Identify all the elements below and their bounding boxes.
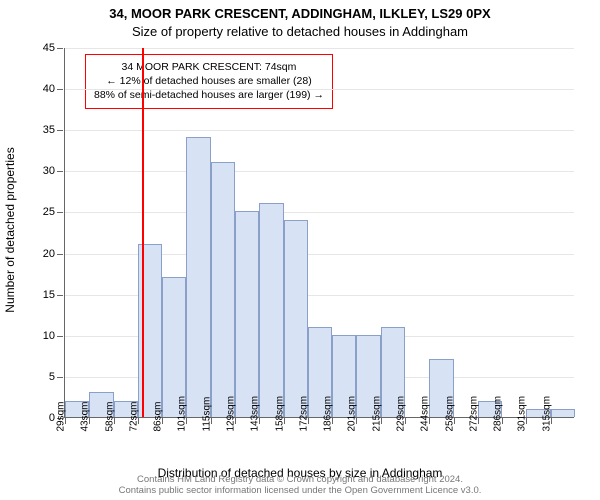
chart-title-address: 34, MOOR PARK CRESCENT, ADDINGHAM, ILKLE…	[0, 6, 600, 21]
y-tick	[57, 336, 63, 337]
y-tick-label: 25	[43, 206, 55, 218]
annotation-line-3: 88% of semi-detached houses are larger (…	[94, 88, 324, 102]
y-tick-label: 15	[43, 289, 55, 301]
y-tick	[57, 89, 63, 90]
y-tick	[57, 295, 63, 296]
y-tick-label: 35	[43, 124, 55, 136]
y-tick-label: 5	[49, 371, 55, 383]
plot-area: 34 MOOR PARK CRESCENT: 74sqm ← 12% of de…	[64, 48, 574, 418]
y-tick	[57, 377, 63, 378]
y-tick	[57, 171, 63, 172]
histogram-bar	[211, 162, 235, 417]
histogram-bar	[551, 409, 575, 417]
y-tick-label: 30	[43, 165, 55, 177]
annotation-line-2: ← 12% of detached houses are smaller (28…	[94, 74, 324, 88]
y-tick	[57, 254, 63, 255]
y-tick-label: 20	[43, 248, 55, 260]
chart-container: 34, MOOR PARK CRESCENT, ADDINGHAM, ILKLE…	[0, 0, 600, 500]
y-axis-label: Number of detached properties	[3, 147, 17, 312]
histogram-bar	[259, 203, 283, 417]
footer-line-1: Contains HM Land Registry data © Crown c…	[0, 474, 600, 485]
annotation-box: 34 MOOR PARK CRESCENT: 74sqm ← 12% of de…	[85, 54, 333, 109]
y-tick	[57, 212, 63, 213]
y-tick-label: 0	[49, 412, 55, 424]
histogram-bar	[284, 220, 308, 417]
marker-line	[142, 48, 144, 417]
histogram-bar	[235, 211, 259, 417]
chart-subtitle: Size of property relative to detached ho…	[0, 24, 600, 39]
footer-attribution: Contains HM Land Registry data © Crown c…	[0, 474, 600, 496]
y-tick-label: 40	[43, 83, 55, 95]
annotation-line-1: 34 MOOR PARK CRESCENT: 74sqm	[94, 60, 324, 74]
y-tick	[57, 48, 63, 49]
footer-line-2: Contains public sector information licen…	[0, 485, 600, 496]
y-tick-label: 10	[43, 330, 55, 342]
y-tick-label: 45	[43, 42, 55, 54]
histogram-bar	[186, 137, 210, 417]
y-tick	[57, 130, 63, 131]
